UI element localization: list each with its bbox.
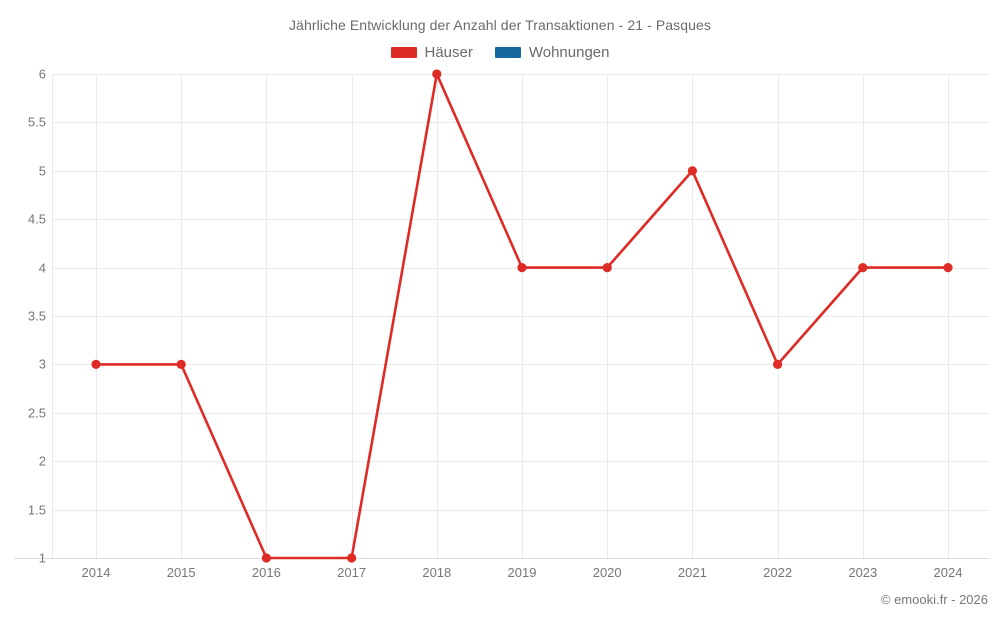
data-point-marker[interactable] <box>773 359 783 369</box>
x-axis-tick-label: 2019 <box>507 565 537 580</box>
gridline-vertical <box>948 74 949 558</box>
x-axis-tick-label: 2015 <box>166 565 196 580</box>
x-axis-tick-label: 2018 <box>422 565 452 580</box>
x-axis-tick-label: 2022 <box>763 565 793 580</box>
x-axis-tick-label: 2014 <box>81 565 111 580</box>
x-axis-tick-label: 2017 <box>337 565 367 580</box>
legend-swatch-wohnungen <box>494 47 521 58</box>
x-axis-tick-label: 2016 <box>251 565 281 580</box>
gridline-vertical <box>181 74 183 558</box>
gridline-horizontal <box>52 219 989 221</box>
x-axis-line <box>14 558 989 559</box>
y-axis-tick-label: 6 <box>38 66 46 82</box>
data-point-marker[interactable] <box>602 263 612 273</box>
x-axis-tick-label: 2023 <box>848 565 878 580</box>
gridline-vertical <box>436 74 438 558</box>
gridline-horizontal <box>52 170 989 172</box>
gridline-vertical <box>607 74 609 558</box>
y-axis-tick-label: 1 <box>38 550 46 566</box>
data-point-marker[interactable] <box>517 263 527 273</box>
gridline-horizontal <box>52 316 989 317</box>
gridline-vertical <box>777 74 779 558</box>
gridline-horizontal <box>52 412 989 414</box>
legend-item-hauser[interactable]: Häuser <box>390 44 473 61</box>
legend-swatch-hauser <box>390 47 417 58</box>
gridline-vertical-edge <box>52 74 53 558</box>
y-axis-tick-label: 2 <box>38 453 46 469</box>
gridline-horizontal <box>52 364 989 366</box>
gridline-horizontal <box>52 74 989 75</box>
gridline-horizontal <box>52 461 989 463</box>
y-axis-tick-label: 1.5 <box>27 502 46 518</box>
y-axis-tick-label: 5.5 <box>27 114 46 130</box>
data-point-marker[interactable] <box>687 166 698 176</box>
copyright-footer: © emooki.fr - 2026 <box>880 592 988 607</box>
y-axis-tick-label: 3 <box>38 356 46 372</box>
data-point-marker[interactable] <box>858 263 868 273</box>
data-point-marker[interactable] <box>347 553 357 563</box>
series-häuser <box>91 69 953 563</box>
gridline-horizontal <box>52 122 989 124</box>
x-axis-tick-label: 2021 <box>677 565 707 580</box>
data-point-marker[interactable] <box>943 263 953 273</box>
chart-legend: Häuser Wohnungen <box>0 45 1000 60</box>
legend-label-hauser: Häuser <box>424 44 473 61</box>
gridline-horizontal <box>52 509 989 511</box>
gridline-vertical <box>862 74 864 558</box>
x-axis-tick-label: 2020 <box>592 565 622 580</box>
y-axis-tick-label: 4 <box>38 260 46 276</box>
gridline-vertical <box>96 74 97 558</box>
gridline-vertical <box>522 74 523 558</box>
data-point-marker[interactable] <box>176 359 186 369</box>
gridline-vertical <box>351 74 353 558</box>
y-axis-tick-labels: 1 1.5 2 2.5 3 3.5 4 4.5 5 5.5 6 <box>0 0 46 625</box>
y-axis-tick-label: 4.5 <box>27 211 46 227</box>
y-axis-tick-label: 2.5 <box>27 405 46 421</box>
x-axis-tick-label: 2024 <box>933 565 963 580</box>
y-axis-tick-label: 3.5 <box>27 308 46 324</box>
chart-title: Jährliche Entwicklung der Anzahl der Tra… <box>288 17 712 33</box>
y-axis-tick-label: 5 <box>38 163 46 179</box>
gridline-vertical <box>692 74 694 558</box>
data-point-marker[interactable] <box>91 359 101 369</box>
gridline-vertical <box>266 74 268 558</box>
series-line <box>96 69 948 560</box>
plot-area <box>52 74 989 559</box>
data-point-marker[interactable] <box>261 553 271 563</box>
data-point-marker[interactable] <box>432 69 442 79</box>
legend-item-wohnungen[interactable]: Wohnungen <box>494 44 610 61</box>
legend-label-wohnungen: Wohnungen <box>528 44 610 61</box>
